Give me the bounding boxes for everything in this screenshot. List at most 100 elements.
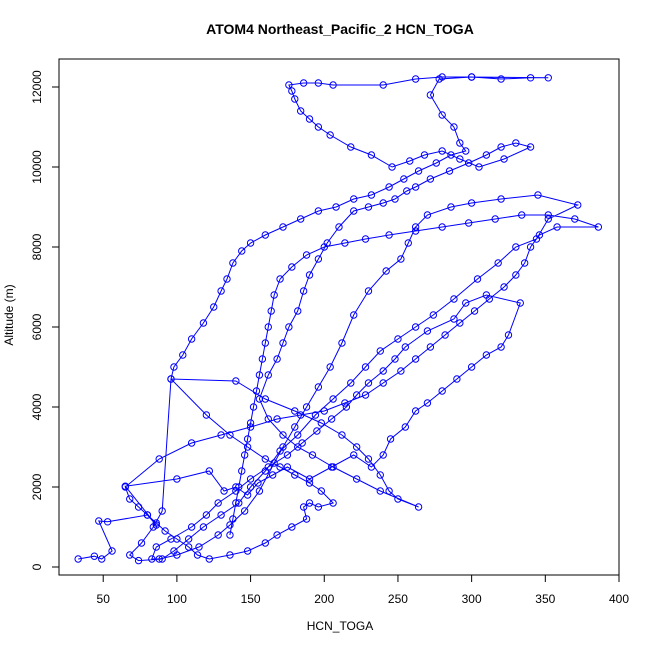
data-point-84 (512, 243, 520, 251)
data-point-218 (329, 499, 337, 507)
data-point-252 (456, 319, 464, 327)
data-point-278 (264, 323, 272, 331)
data-point-67 (314, 383, 323, 391)
data-point-32 (516, 299, 524, 307)
data-point-28 (467, 363, 476, 371)
data-point-190 (400, 175, 408, 183)
data-point-37 (401, 343, 410, 351)
data-point-119 (376, 471, 384, 479)
data-point-5 (103, 518, 112, 526)
data-point-205 (199, 319, 208, 327)
data-point-56 (155, 555, 163, 563)
data-point-136 (299, 287, 308, 295)
data-point-19 (350, 451, 358, 459)
data-point-197 (279, 223, 287, 231)
data-point-54 (152, 543, 160, 551)
data-point-226 (243, 547, 252, 555)
data-point-132 (273, 355, 281, 363)
y-tick-label-1: 2000 (30, 473, 44, 500)
data-point-237 (121, 483, 130, 491)
data-point-200 (238, 247, 246, 255)
data-point-187 (447, 151, 455, 159)
data-point-193 (350, 195, 358, 203)
data-point-191 (385, 183, 393, 191)
data-point-34 (462, 299, 470, 307)
data-point-72 (382, 267, 390, 275)
data-point-168 (288, 87, 296, 95)
data-point-260 (553, 223, 561, 231)
data-point-236 (126, 495, 134, 503)
data-point-68 (326, 363, 334, 371)
data-point-98 (261, 467, 270, 475)
data-point-128 (279, 431, 287, 439)
data-point-261 (594, 223, 603, 231)
data-point-258 (526, 243, 535, 251)
data-point-36 (423, 327, 432, 335)
data-point-22 (386, 435, 395, 443)
data-point-161 (367, 151, 376, 159)
data-point-3 (108, 547, 116, 555)
data-point-11 (220, 487, 228, 495)
x-tick-label-2: 150 (241, 592, 261, 606)
data-point-254 (485, 295, 494, 303)
data-point-14 (254, 479, 262, 487)
y-tick-label-6: 12000 (30, 70, 44, 104)
data-point-105 (158, 555, 166, 563)
data-point-97 (276, 447, 284, 455)
y-axis: 0 2000 4000 6000 8000 10000 12000 (30, 70, 60, 570)
data-point-188 (432, 159, 440, 167)
data-point-206 (187, 335, 196, 343)
data-point-106 (134, 556, 143, 565)
data-point-38 (391, 355, 399, 363)
data-point-104 (170, 547, 178, 555)
data-point-284 (246, 419, 255, 427)
data-point-81 (574, 201, 582, 209)
data-point-159 (406, 157, 414, 165)
data-point-234 (143, 511, 152, 519)
data-point-268 (411, 227, 420, 235)
data-point-172 (329, 81, 337, 89)
data-point-15 (268, 471, 277, 479)
data-point-120 (385, 487, 393, 495)
data-point-216 (305, 479, 314, 487)
data-point-198 (261, 231, 270, 239)
data-point-250 (426, 343, 435, 351)
data-point-239 (187, 439, 196, 447)
data-point-270 (361, 235, 370, 243)
data-point-282 (252, 387, 261, 395)
data-point-246 (361, 391, 370, 399)
data-point-112 (232, 377, 240, 385)
data-point-158 (420, 151, 429, 159)
data-point-276 (270, 291, 278, 299)
data-point-245 (341, 399, 349, 407)
data-point-46 (283, 451, 292, 459)
data-point-61 (240, 507, 249, 515)
data-point-220 (305, 499, 314, 507)
data-point-43 (327, 415, 336, 423)
data-point-60 (226, 521, 234, 529)
y-tick-label-0: 0 (30, 563, 44, 570)
data-point-94 (329, 395, 337, 403)
data-point-264 (518, 211, 526, 219)
data-point-53 (167, 535, 175, 543)
data-point-167 (291, 95, 299, 103)
data-point-214 (276, 463, 284, 471)
data-point-277 (267, 307, 275, 315)
data-point-31 (504, 331, 513, 339)
data-point-165 (305, 115, 314, 123)
data-point-135 (294, 307, 302, 315)
data-point-224 (273, 531, 281, 539)
chart-title: ATOM4 Northeast_Pacific_2 HCN_TOGA (206, 21, 474, 37)
x-tick-label-7: 400 (609, 592, 629, 606)
data-point-78 (467, 199, 476, 207)
data-point-154 (500, 155, 508, 163)
x-axis-label: HCN_TOGA (307, 619, 373, 633)
data-point-169 (285, 81, 293, 89)
data-point-290 (229, 515, 237, 523)
data-point-233 (152, 519, 160, 527)
data-point-138 (314, 255, 323, 263)
data-point-281 (255, 371, 264, 379)
data-point-266 (464, 219, 473, 227)
data-point-221 (299, 503, 308, 511)
